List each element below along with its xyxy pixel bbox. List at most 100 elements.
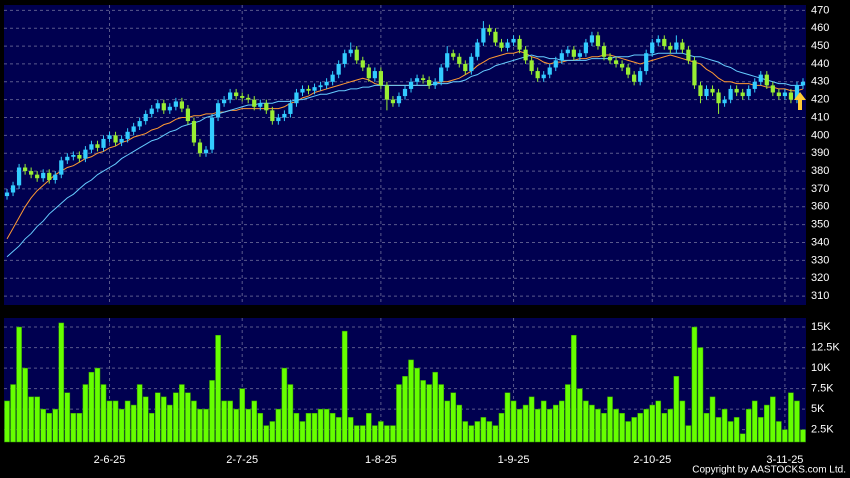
volume-bar	[142, 396, 149, 443]
candle-body	[638, 71, 643, 82]
volume-bar	[715, 417, 722, 443]
candle-body	[47, 172, 52, 180]
volume-bar	[528, 396, 535, 443]
candle-body	[541, 74, 546, 79]
y-tick-label: 320	[811, 272, 829, 284]
volume-bar	[148, 413, 155, 443]
volume-bar	[613, 408, 619, 443]
volume-bar	[595, 408, 601, 443]
volume-bar	[257, 413, 264, 443]
candle-body	[22, 167, 28, 172]
candle-body	[306, 88, 311, 91]
volume-bar	[643, 408, 649, 443]
volume-bar	[311, 413, 318, 443]
volume-bar	[287, 384, 294, 443]
volume-bar	[167, 404, 173, 443]
candle-body	[686, 49, 691, 61]
volume-bar	[106, 400, 113, 443]
volume-bar	[408, 359, 414, 443]
plot-layer: 310 320 330 340 350 360 370 380 390 400 410 420 430 4…	[4, 4, 840, 466]
volume-bar	[607, 396, 613, 443]
volume-bar	[366, 413, 372, 443]
candle-body	[29, 171, 34, 175]
volume-bar	[173, 392, 179, 443]
volume-bar	[691, 326, 698, 443]
volume-bar	[360, 425, 366, 443]
candle-body	[378, 71, 383, 86]
candle-body	[427, 80, 432, 86]
volume-bar	[372, 425, 378, 443]
candle-body	[704, 88, 709, 97]
volume-bar	[384, 425, 390, 443]
volume-bar	[661, 413, 668, 443]
volume-bar	[378, 421, 384, 443]
candle-body	[16, 167, 22, 186]
candle-body	[336, 63, 341, 75]
volume-bar	[52, 408, 59, 443]
volume-bar	[679, 400, 686, 443]
candle-body	[505, 42, 510, 48]
candle-body	[764, 74, 769, 86]
volume-bar	[197, 408, 203, 443]
volume-bar	[10, 384, 16, 443]
candle-body	[89, 144, 94, 150]
candle-body	[354, 49, 359, 61]
volume-bar	[673, 376, 680, 443]
candle-body	[770, 85, 775, 93]
volume-bar	[546, 408, 553, 443]
volume-bar	[136, 384, 143, 443]
candle-body	[77, 155, 82, 159]
volume-bar	[396, 384, 402, 443]
candle-body	[366, 67, 371, 79]
candle-body	[487, 28, 492, 32]
volume-bar	[305, 413, 312, 443]
candle-body	[601, 46, 607, 57]
volume-bar	[70, 413, 77, 443]
volume-bar	[782, 429, 788, 443]
y-tick-label: 360	[811, 201, 829, 213]
candle-body	[728, 88, 733, 100]
volume-bar	[571, 334, 577, 443]
volume-bar	[64, 392, 71, 443]
volume-tick-label: 10K	[811, 362, 831, 374]
candle-body	[758, 74, 763, 82]
candle-body	[571, 49, 576, 57]
volume-bar	[709, 396, 716, 443]
volume-bar	[16, 326, 22, 443]
candle-body	[246, 97, 251, 100]
volume-bar	[583, 400, 589, 443]
volume-bar	[88, 371, 95, 443]
candle-body	[668, 46, 673, 50]
candle-body	[318, 85, 323, 88]
volume-bar	[28, 396, 34, 443]
candle-body	[535, 71, 540, 79]
volume-bar	[432, 371, 438, 443]
volume-bar	[22, 367, 28, 443]
y-tick-label: 310	[811, 290, 829, 302]
volume-bar	[420, 380, 426, 443]
volume-bar	[727, 421, 734, 443]
volume-bar	[100, 384, 107, 443]
candle-body	[716, 92, 721, 104]
candle-body	[137, 121, 142, 127]
candle-body	[372, 71, 377, 79]
y-tick-label: 420	[811, 94, 829, 106]
candle-body	[107, 135, 112, 139]
candle-body	[439, 67, 444, 82]
volume-bar	[76, 413, 83, 443]
candle-body	[185, 108, 191, 122]
candle-body	[300, 88, 305, 93]
volume-bar	[800, 429, 806, 443]
candle-body	[553, 60, 558, 68]
volume-bar	[516, 408, 523, 443]
volume-bar	[757, 417, 764, 443]
candle-body	[149, 108, 154, 114]
candle-body	[65, 156, 70, 161]
volume-bar	[540, 400, 547, 443]
volume-bar	[58, 322, 65, 443]
candle-body	[656, 38, 661, 43]
candle-body	[161, 103, 166, 111]
candle-body	[408, 81, 414, 89]
candle-body	[722, 99, 727, 104]
candle-body	[559, 53, 564, 61]
